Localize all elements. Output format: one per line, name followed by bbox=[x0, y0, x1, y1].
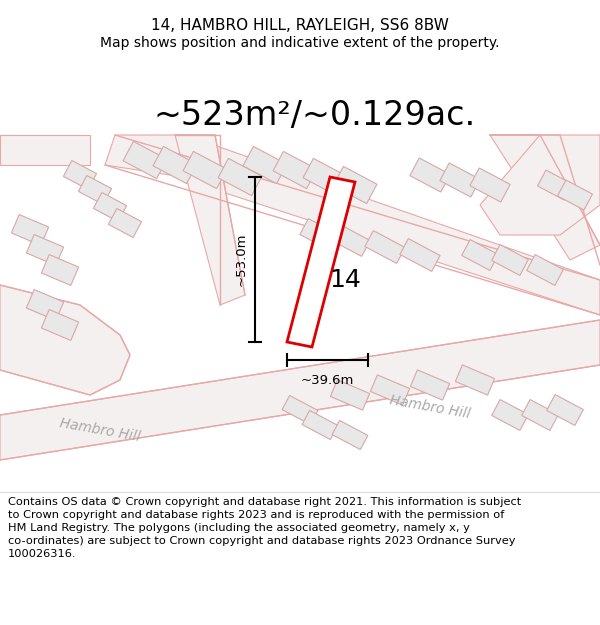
Polygon shape bbox=[303, 158, 347, 196]
Text: co-ordinates) are subject to Crown copyright and database rights 2023 Ordnance S: co-ordinates) are subject to Crown copyr… bbox=[8, 536, 515, 546]
Polygon shape bbox=[332, 421, 368, 449]
Polygon shape bbox=[0, 135, 90, 165]
Polygon shape bbox=[461, 239, 499, 271]
Text: ~523m²/~0.129ac.: ~523m²/~0.129ac. bbox=[154, 99, 476, 131]
Polygon shape bbox=[410, 370, 449, 400]
Polygon shape bbox=[183, 151, 227, 189]
Text: HM Land Registry. The polygons (including the associated geometry, namely x, y: HM Land Registry. The polygons (includin… bbox=[8, 523, 470, 533]
Polygon shape bbox=[273, 151, 317, 189]
Polygon shape bbox=[64, 161, 97, 189]
Text: ~39.6m: ~39.6m bbox=[301, 374, 354, 387]
Polygon shape bbox=[410, 158, 450, 192]
Polygon shape bbox=[26, 289, 64, 321]
Polygon shape bbox=[287, 177, 355, 347]
Polygon shape bbox=[105, 135, 600, 315]
Polygon shape bbox=[41, 254, 79, 286]
Text: Contains OS data © Crown copyright and database right 2021. This information is : Contains OS data © Crown copyright and d… bbox=[8, 497, 521, 507]
Text: ~53.0m: ~53.0m bbox=[235, 232, 248, 286]
Polygon shape bbox=[94, 192, 127, 221]
Polygon shape bbox=[109, 209, 142, 238]
Polygon shape bbox=[175, 135, 245, 305]
Polygon shape bbox=[79, 176, 112, 204]
Polygon shape bbox=[370, 375, 410, 405]
Polygon shape bbox=[243, 146, 287, 184]
Polygon shape bbox=[557, 180, 592, 210]
Polygon shape bbox=[521, 399, 559, 431]
Polygon shape bbox=[400, 239, 440, 271]
Polygon shape bbox=[365, 231, 405, 263]
Polygon shape bbox=[11, 214, 49, 246]
Polygon shape bbox=[470, 168, 510, 202]
Polygon shape bbox=[282, 396, 318, 424]
Polygon shape bbox=[302, 411, 338, 439]
Text: Hambro Hill: Hambro Hill bbox=[59, 416, 142, 444]
Polygon shape bbox=[527, 254, 563, 286]
Text: 14: 14 bbox=[329, 268, 361, 292]
Text: Hambro Hill: Hambro Hill bbox=[389, 393, 472, 421]
Polygon shape bbox=[123, 141, 167, 179]
Polygon shape bbox=[331, 380, 370, 410]
Polygon shape bbox=[490, 135, 600, 260]
Polygon shape bbox=[300, 219, 340, 251]
Text: to Crown copyright and database rights 2023 and is reproduced with the permissio: to Crown copyright and database rights 2… bbox=[8, 510, 505, 520]
Polygon shape bbox=[538, 170, 572, 200]
Polygon shape bbox=[547, 394, 583, 426]
Text: 100026316.: 100026316. bbox=[8, 549, 77, 559]
Text: 14, HAMBRO HILL, RAYLEIGH, SS6 8BW: 14, HAMBRO HILL, RAYLEIGH, SS6 8BW bbox=[151, 18, 449, 32]
Polygon shape bbox=[0, 135, 600, 490]
Polygon shape bbox=[491, 244, 529, 276]
Polygon shape bbox=[491, 399, 529, 431]
Polygon shape bbox=[455, 365, 494, 395]
Polygon shape bbox=[0, 320, 600, 460]
Polygon shape bbox=[153, 146, 197, 184]
Polygon shape bbox=[480, 135, 600, 235]
Text: Map shows position and indicative extent of the property.: Map shows position and indicative extent… bbox=[100, 36, 500, 50]
Polygon shape bbox=[26, 234, 64, 266]
Polygon shape bbox=[41, 309, 79, 341]
Polygon shape bbox=[333, 166, 377, 204]
Polygon shape bbox=[440, 163, 480, 197]
Polygon shape bbox=[0, 285, 130, 395]
Polygon shape bbox=[218, 158, 262, 196]
Polygon shape bbox=[330, 224, 370, 256]
